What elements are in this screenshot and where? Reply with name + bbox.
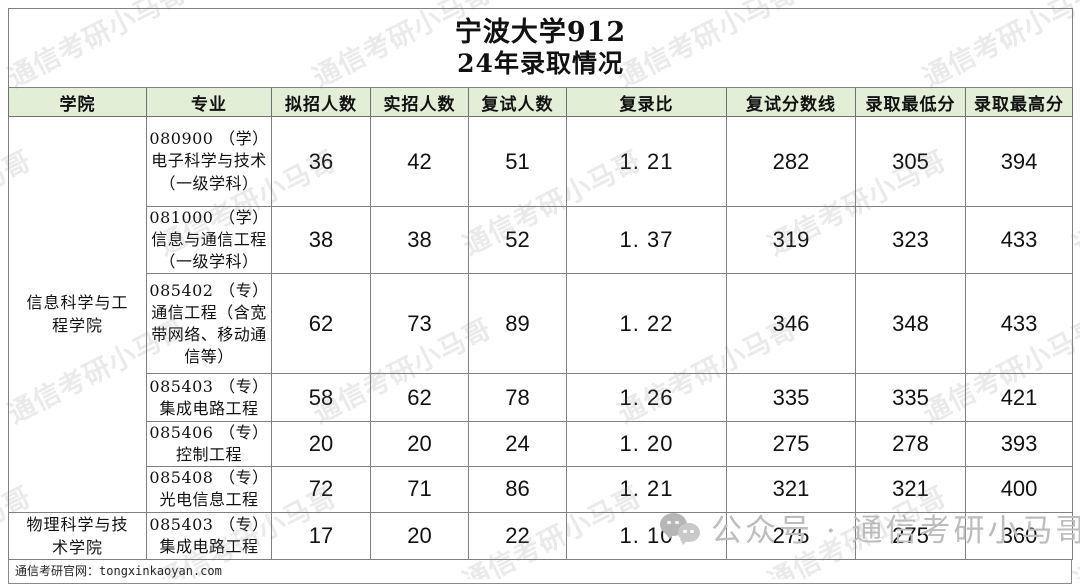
table-row: 085402 （专） 通信工程（含宽 带网络、移动通 信等） 62 73 89 1. … [9, 273, 1074, 375]
college-cell: 物理科学与技 术学院 [8, 511, 147, 560]
planned-cell: 58 [271, 373, 371, 423]
table-row: 085408 （专） 光电信息工程 72 71 86 1. 21 321 321 … [9, 466, 1074, 513]
column-header-major: 专业 [146, 87, 272, 117]
max-score-cell: 433 [964, 273, 1074, 375]
planned-cell: 17 [271, 511, 371, 560]
score-line-cell: 275 [726, 511, 856, 560]
footer-source: 通信考研官网：tongxinkaoyan.com [8, 559, 1072, 584]
score-line-cell: 321 [726, 466, 856, 513]
min-score-cell: 305 [855, 116, 966, 207]
max-score-cell: 394 [964, 116, 1074, 207]
planned-cell: 38 [271, 205, 371, 275]
max-score-cell: 433 [964, 205, 1074, 275]
column-header-college: 学院 [8, 87, 147, 117]
major-cell: 085406 （专） 控制工程 [146, 421, 272, 468]
major-cell: 085403 （专） 集成电路工程 [146, 511, 272, 560]
score-line-cell: 282 [726, 116, 856, 207]
footer-url: tongxinkaoyan.com [99, 563, 222, 578]
ratio-cell: 1. 26 [566, 373, 727, 423]
admissions-table: 宁波大学912 24年录取情况 学院 专业 拟招人数 实招人数 复试人数 复录比… [7, 8, 1074, 560]
column-header-ratio: 复录比 [566, 87, 727, 117]
score-line-cell: 346 [726, 273, 856, 375]
major-cell: 085403 （专） 集成电路工程 [146, 373, 272, 423]
ratio-cell: 1. 37 [566, 205, 727, 275]
planned-cell: 20 [271, 421, 371, 468]
page-title: 宁波大学912 24年录取情况 [7, 8, 1074, 88]
major-cell: 085408 （专） 光电信息工程 [146, 466, 272, 513]
major-cell: 085402 （专） 通信工程（含宽 带网络、移动通 信等） [146, 273, 272, 375]
min-score-cell: 348 [855, 273, 966, 375]
max-score-cell: 421 [964, 373, 1074, 423]
column-header-score-line: 复试分数线 [726, 87, 856, 117]
ratio-cell: 1. 10 [566, 511, 727, 560]
admitted-cell: 73 [370, 273, 469, 375]
score-line-cell: 335 [726, 373, 856, 423]
table-row: 081000 （学） 信息与通信工程 （一级学科） 38 38 52 1. 37 3… [9, 205, 1074, 275]
major-cell: 080900 （学） 电子科学与技术 （一级学科） [146, 116, 272, 207]
max-score-cell: 360 [964, 511, 1074, 560]
min-score-cell: 323 [855, 205, 966, 275]
college-cell: 信息科学与工 程学院 [8, 116, 147, 513]
admitted-cell: 20 [370, 421, 469, 468]
column-header-admitted: 实招人数 [370, 87, 469, 117]
admitted-cell: 38 [370, 205, 469, 275]
admitted-cell: 42 [370, 116, 469, 207]
score-line-cell: 275 [726, 421, 856, 468]
column-header-max-score: 录取最高分 [964, 87, 1074, 117]
score-line-cell: 319 [726, 205, 856, 275]
table-row: 085406 （专） 控制工程 20 20 24 1. 20 275 278 39… [9, 421, 1074, 468]
table-row: 信息科学与工 程学院 080900 （学） 电子科学与技术 （一级学科） 36 42 … [8, 116, 1074, 513]
title-row: 宁波大学912 24年录取情况 [7, 8, 1074, 88]
column-header-row: 学院 专业 拟招人数 实招人数 复试人数 复录比 复试分数线 录取最低分 录取最… [8, 87, 1074, 117]
table-row: 物理科学与技 术学院 085403 （专） 集成电路工程 17 20 22 1. 1… [8, 511, 1074, 560]
column-header-planned: 拟招人数 [271, 87, 371, 117]
interviewed-cell: 22 [468, 511, 567, 560]
ratio-cell: 1. 21 [566, 466, 727, 513]
min-score-cell: 278 [855, 421, 966, 468]
major-cell: 081000 （学） 信息与通信工程 （一级学科） [146, 205, 272, 275]
title-line-2: 24年录取情况 [457, 49, 624, 79]
min-score-cell: 335 [855, 373, 966, 423]
interviewed-cell: 89 [468, 273, 567, 375]
ratio-cell: 1. 21 [566, 116, 727, 207]
column-header-min-score: 录取最低分 [855, 87, 966, 117]
max-score-cell: 393 [964, 421, 1074, 468]
table-row: 085403 （专） 集成电路工程 58 62 78 1. 26 335 335 … [9, 373, 1074, 423]
interviewed-cell: 86 [468, 466, 567, 513]
ratio-cell: 1. 22 [566, 273, 727, 375]
min-score-cell: 275 [855, 511, 966, 560]
max-score-cell: 400 [964, 466, 1074, 513]
planned-cell: 62 [271, 273, 371, 375]
min-score-cell: 321 [855, 466, 966, 513]
interviewed-cell: 52 [468, 205, 567, 275]
footer-label: 通信考研官网： [15, 563, 100, 578]
planned-cell: 36 [271, 116, 371, 207]
admitted-cell: 20 [370, 511, 469, 560]
interviewed-cell: 78 [468, 373, 567, 423]
interviewed-cell: 51 [468, 116, 567, 207]
spreadsheet-sheet: 宁波大学912 24年录取情况 学院 专业 拟招人数 实招人数 复试人数 复录比… [7, 8, 1074, 584]
title-line-1: 宁波大学912 [454, 17, 627, 49]
ratio-cell: 1. 20 [566, 421, 727, 468]
admitted-cell: 71 [370, 466, 469, 513]
interviewed-cell: 24 [468, 421, 567, 468]
column-header-interviewed: 复试人数 [468, 87, 567, 117]
planned-cell: 72 [271, 466, 371, 513]
admitted-cell: 62 [370, 373, 469, 423]
